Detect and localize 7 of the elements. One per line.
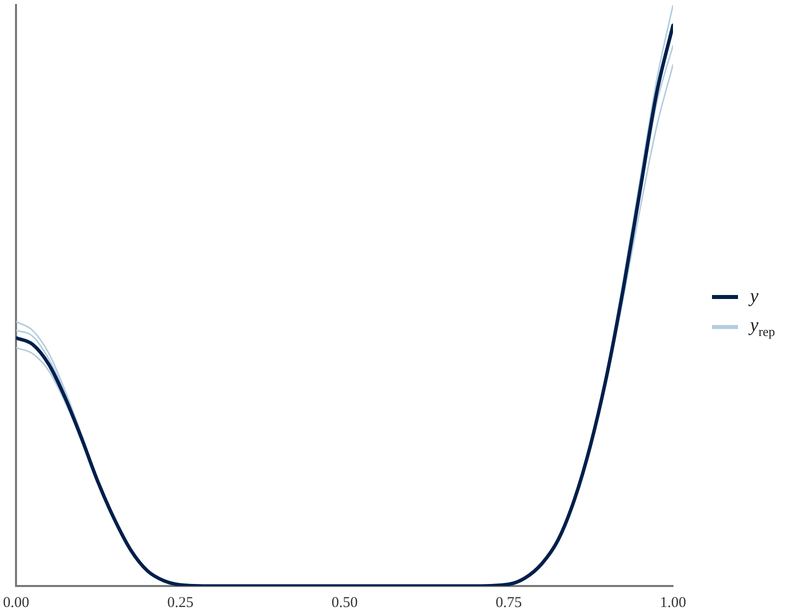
x-tick-label: 0.25 bbox=[167, 594, 194, 611]
x-tick-label: 0.75 bbox=[496, 594, 522, 611]
legend-label: y$_{rep}$ bbox=[750, 314, 776, 340]
x-tick-label: 0.00 bbox=[3, 594, 30, 611]
x-tick-label: 0.50 bbox=[331, 594, 358, 611]
legend-label: y bbox=[750, 286, 758, 308]
x-tick-label: 1.00 bbox=[660, 594, 686, 611]
